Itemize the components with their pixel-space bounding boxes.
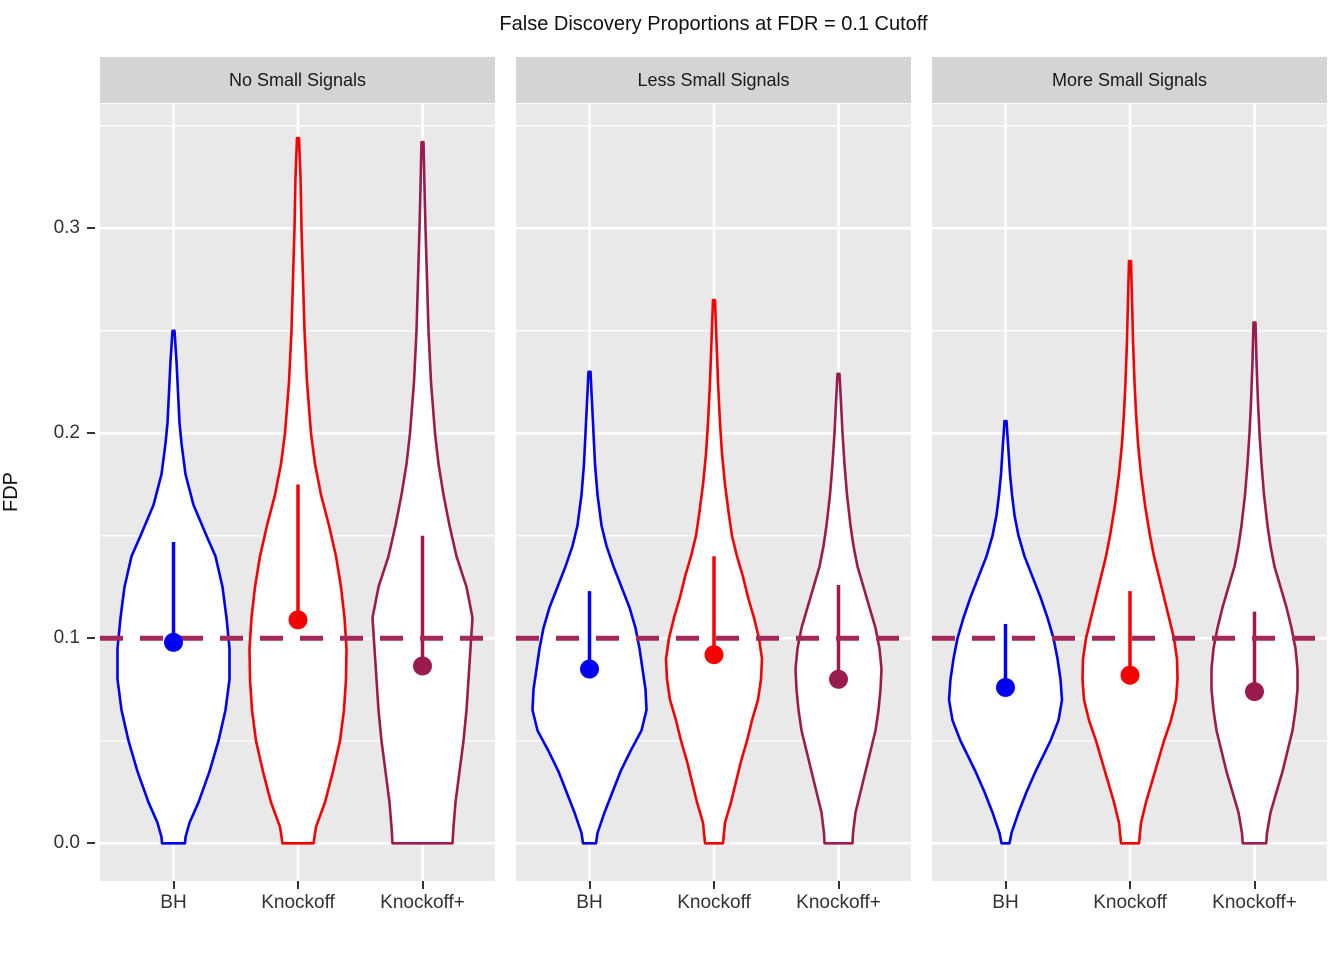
mean-point [1120, 665, 1140, 685]
plot-title: False Discovery Proportions at FDR = 0.1… [499, 13, 928, 35]
facet-strip-no-small-signals: No Small Signals [100, 57, 495, 103]
x-tick-mark [1253, 881, 1256, 889]
panel-canvas [516, 104, 911, 881]
mean-point [580, 659, 599, 679]
x-tick-label-knockoff: Knockoff [1093, 892, 1167, 913]
panel-canvas [932, 104, 1327, 881]
facet-strip-label: More Small Signals [1051, 69, 1208, 90]
x-tick-label-knockoff-plus: Knockoff+ [796, 892, 881, 913]
x-tick-mark [421, 881, 424, 889]
mean-point [288, 610, 308, 630]
y-tick-label: 0.3 [53, 217, 80, 239]
y-tick-mark [87, 432, 95, 435]
x-tick-label-knockoff-plus: Knockoff+ [380, 892, 465, 913]
y-tick-mark [87, 227, 95, 230]
y-tick-mark [87, 842, 95, 845]
y-tick-mark [87, 637, 95, 640]
x-tick-mark [837, 881, 840, 889]
facet-panel-more-small-signals [932, 104, 1327, 881]
violin-knockoff-plus [371, 140, 474, 845]
x-tick-mark [297, 881, 299, 889]
mean-point [829, 669, 848, 689]
y-axis-title: FDP [0, 472, 22, 512]
x-tick-mark [172, 881, 175, 889]
x-tick-mark [713, 881, 715, 889]
x-tick-mark [1004, 881, 1007, 889]
violin-knockoff [1081, 259, 1179, 845]
facet-strip-label: No Small Signals [228, 69, 367, 90]
x-tick-label-knockoff: Knockoff [677, 892, 751, 913]
y-tick-label: 0.2 [53, 422, 80, 444]
mean-point [164, 632, 183, 652]
facet-panel-no-small-signals [100, 104, 495, 881]
facet-strip-label: Less Small Signals [637, 69, 790, 90]
x-tick-mark [588, 881, 591, 889]
x-tick-mark [1129, 881, 1131, 889]
x-tick-label-bh: BH [576, 892, 603, 913]
x-tick-label-knockoff: Knockoff [261, 892, 335, 913]
mean-point [704, 645, 724, 665]
x-tick-label-bh: BH [160, 892, 187, 913]
y-tick-label: 0.0 [53, 832, 80, 854]
facet-panel-less-small-signals [516, 104, 911, 881]
x-tick-label-knockoff-plus: Knockoff+ [1212, 892, 1297, 913]
facet-strip-more-small-signals: More Small Signals [932, 57, 1327, 103]
panel-canvas [100, 104, 495, 881]
x-tick-label-bh: BH [992, 892, 1019, 913]
mean-point [413, 656, 432, 676]
violin-knockoff-plus [1210, 321, 1299, 845]
y-tick-label: 0.1 [53, 627, 80, 649]
mean-point [1245, 682, 1264, 702]
mean-point [996, 678, 1015, 697]
facet-strip-less-small-signals: Less Small Signals [516, 57, 911, 103]
